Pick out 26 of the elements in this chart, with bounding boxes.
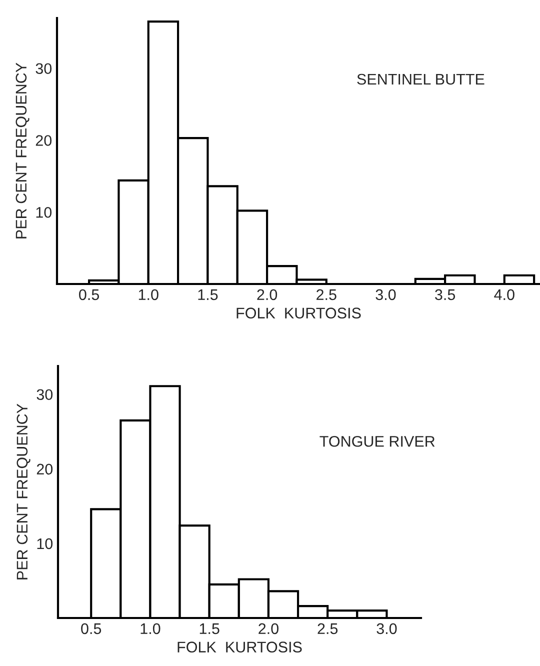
x-tick-label: 0.5 (79, 289, 100, 300)
x-axis-title: FOLK KURTOSIS (236, 308, 361, 318)
y-axis-title: PER CENT FREQUENCY (16, 62, 30, 238)
x-tick-label: 0.5 (81, 623, 102, 634)
x-tick-label: 1.5 (198, 289, 218, 300)
x-tick-label: 1.0 (140, 623, 160, 634)
x-axis-title: FOLK KURTOSIS (178, 642, 302, 652)
y-axis-title: PER CENT FREQUENCY (16, 404, 30, 580)
y-tick-label: 20 (36, 464, 53, 475)
x-tick-label: 4.0 (494, 289, 514, 300)
x-tick-label: 3.0 (376, 623, 397, 634)
annotation: TONGUE RIVER (320, 436, 435, 447)
y-tick-label: 10 (37, 538, 53, 550)
x-tick-label: 3.0 (376, 289, 396, 300)
y-tick-label: 20 (36, 135, 52, 146)
annotation: SENTINEL BUTTE (357, 74, 484, 85)
x-tick-label: 2.5 (318, 623, 338, 634)
x-tick-label: 3.5 (435, 289, 456, 300)
y-tick-label: 30 (36, 389, 53, 400)
x-tick-label: 2.0 (258, 623, 278, 634)
y-tick-label: 10 (36, 206, 52, 218)
x-tick-label: 2.0 (257, 289, 278, 300)
x-tick-label: 2.5 (316, 289, 336, 300)
x-tick-label: 1.0 (138, 289, 158, 300)
y-tick-label: 30 (36, 63, 52, 74)
x-tick-label: 1.5 (200, 623, 220, 634)
